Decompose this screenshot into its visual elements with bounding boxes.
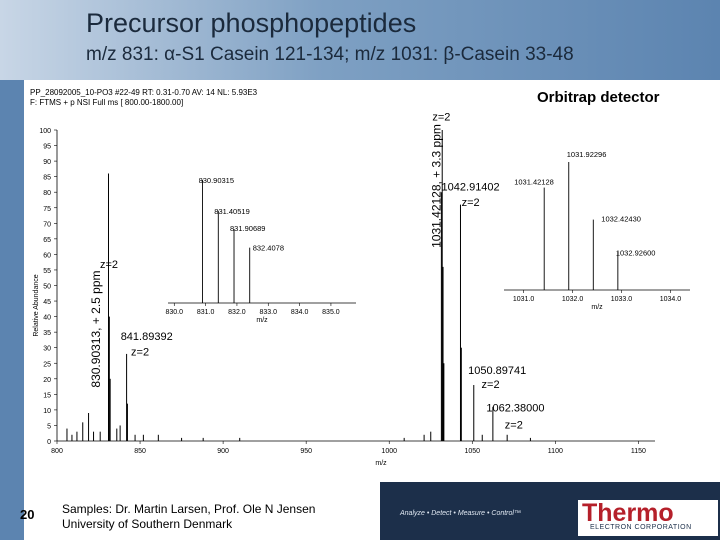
inset-x-tick-label: 834.0	[291, 309, 309, 316]
y-tick-label: 95	[43, 144, 51, 151]
mass-error-label: 830.90313, + 2.5 ppm	[89, 270, 103, 387]
inset-annotation: z=2	[100, 259, 118, 271]
inset-x-tick-label: 835.0	[322, 309, 340, 316]
samples-line2: University of Southern Denmark	[62, 517, 233, 531]
inset-x-tick-label: 1033.0	[611, 296, 633, 303]
y-tick-label: 10	[43, 408, 51, 415]
y-tick-label: 35	[43, 330, 51, 337]
thermo-logo: Thermo	[582, 499, 674, 527]
x-tick-label: 1150	[631, 448, 646, 455]
scan-header-line2: F: FTMS + p NSI Full ms [ 800.00-1800.00…	[30, 98, 184, 107]
y-tick-label: 55	[43, 268, 51, 275]
peak-annotation: 1042.91402	[442, 182, 500, 194]
y-tick-label: 15	[43, 392, 51, 399]
inset-x-axis-title: m/z	[256, 317, 268, 324]
y-tick-label: 20	[43, 377, 51, 384]
y-axis-title: Relative Abundance	[33, 274, 40, 336]
x-tick-label: 1000	[381, 448, 397, 455]
peak-annotation: z=2	[432, 112, 450, 124]
y-tick-label: 65	[43, 237, 51, 244]
y-tick-label: 100	[39, 128, 51, 135]
inset-x-tick-label: 1034.0	[660, 296, 682, 303]
y-tick-label: 80	[43, 190, 51, 197]
y-tick-label: 90	[43, 159, 51, 166]
mass-error-label: 1031.42128, + 3.3 ppm	[430, 124, 444, 248]
logo-box	[578, 500, 718, 536]
inset-peak-label: 832.4078	[253, 244, 284, 253]
peak-annotation: 841.89392	[121, 331, 173, 343]
slide-number: 20	[20, 507, 35, 522]
inset-x-tick-label: 831.0	[197, 309, 215, 316]
y-tick-label: 40	[43, 315, 51, 322]
left-sidebar	[0, 80, 24, 540]
x-tick-label: 1100	[548, 448, 563, 455]
y-tick-label: 5	[47, 423, 51, 430]
peak-annotation: z=2	[505, 420, 523, 432]
peak-annotation: 1062.38000	[486, 402, 544, 414]
thermo-corp-text: ELECTRON CORPORATION	[590, 524, 692, 531]
samples-line1: Samples: Dr. Martin Larsen, Prof. Ole N …	[62, 502, 316, 516]
inset-x-axis-title: m/z	[591, 304, 603, 311]
y-tick-label: 85	[43, 175, 51, 182]
y-tick-label: 45	[43, 299, 51, 306]
scan-header-line1: PP_28092005_10-PO3 #22-49 RT: 0.31-0.70 …	[30, 88, 258, 97]
samples-credit: Samples: Dr. Martin Larsen, Prof. Ole N …	[62, 502, 315, 532]
peak-annotation: z=2	[131, 346, 149, 358]
inset-x-tick-label: 833.0	[260, 309, 278, 316]
peak-annotation: z=2	[482, 379, 500, 391]
inset-x-tick-label: 830.0	[166, 309, 184, 316]
title-band	[0, 0, 720, 80]
x-tick-label: 1050	[464, 448, 480, 455]
y-tick-label: 60	[43, 252, 51, 259]
y-tick-label: 30	[43, 346, 51, 353]
footer-tagline: Analyze • Detect • Measure • Control™	[400, 510, 521, 517]
inset-peak-label: 831.40519	[214, 207, 249, 216]
inset-x-tick-label: 1031.0	[513, 296, 535, 303]
inset-peak-label: 1032.42430	[601, 215, 641, 224]
inset-peak-label: 1032.92600	[616, 249, 656, 258]
inset-peak-label: 830.90315	[199, 176, 234, 185]
y-tick-label: 25	[43, 361, 51, 368]
y-tick-label: 75	[43, 206, 51, 213]
inset-peak-label: 1031.92296	[567, 150, 607, 159]
inset-x-tick-label: 1032.0	[562, 296, 584, 303]
y-tick-label: 70	[43, 221, 51, 228]
inset-x-tick-label: 832.0	[228, 309, 246, 316]
x-tick-label: 950	[300, 448, 312, 455]
detector-label: Orbitrap detector	[537, 89, 660, 106]
x-tick-label: 800	[51, 448, 63, 455]
slide-subtitle: m/z 831: α-S1 Casein 121-134; m/z 1031: …	[86, 44, 574, 65]
slide-title: Precursor phosphopeptides	[86, 8, 417, 38]
y-tick-label: 50	[43, 284, 51, 291]
inset-peak-label: 1031.42128	[514, 178, 554, 187]
inset-peak-label: 831.90689	[230, 224, 265, 233]
peak-annotation: z=2	[462, 197, 480, 209]
x-tick-label: 850	[134, 448, 146, 455]
peak-annotation: 1050.89741	[468, 365, 526, 377]
x-axis-title: m/z	[375, 460, 387, 467]
y-tick-label: 0	[47, 439, 51, 446]
x-tick-label: 900	[217, 448, 229, 455]
